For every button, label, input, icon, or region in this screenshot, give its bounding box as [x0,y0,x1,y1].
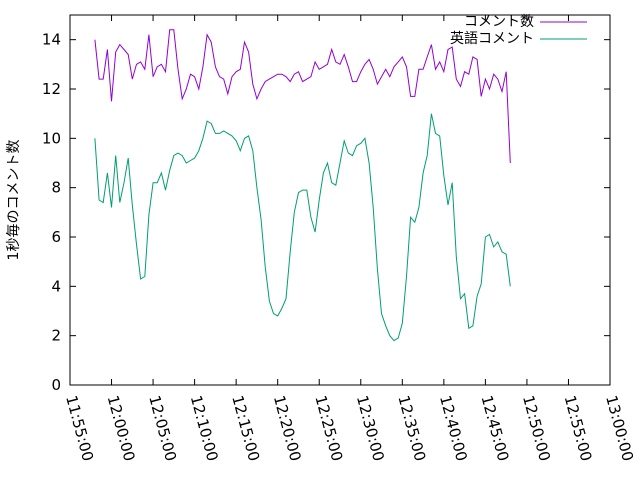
x-tick-label: 12:15:00 [228,393,263,463]
y-tick-label: 10 [42,129,61,147]
plot-frame [69,14,611,386]
x-tick-label: 12:45:00 [478,393,513,463]
x-tick-label: 12:40:00 [436,393,471,463]
legend-label-komento: コメント数 [464,14,534,30]
x-tick-label: 12:55:00 [561,393,596,463]
y-axis-label: 1秒毎のコメント数 [6,140,22,261]
x-tick-label: 12:00:00 [104,393,139,463]
series-line-0 [94,29,511,164]
x-tick-label: 12:25:00 [311,393,346,463]
y-tick-label: 2 [51,327,61,345]
x-tick-label: 12:35:00 [394,393,429,463]
legend-label-eigo-komento: 英語コメント [450,30,534,47]
x-tick-label: 12:05:00 [145,393,180,463]
x-tick-label: 12:50:00 [519,393,554,463]
y-tick-label: 12 [42,80,61,98]
series-layer [94,29,511,342]
y-tick-label: 6 [51,228,61,246]
legend: コメント数 英語コメント [450,14,587,47]
x-tick-label: 13:00:00 [602,393,637,463]
x-tick-label: 12:20:00 [270,393,305,463]
series-line-1 [94,113,511,342]
ticks-layer: 0 2 4 6 8 10 12 14 11:55:00 12:00:00 12:05:00 12:10… [42,15,637,463]
x-tick-label: 11:55:00 [62,393,97,463]
y-tick-label: 14 [42,31,61,49]
x-tick-label: 12:10:00 [187,393,222,463]
x-tick-label: 12:30:00 [353,393,388,463]
y-tick-label: 8 [51,179,61,197]
y-tick-label: 0 [51,376,61,394]
y-tick-label: 4 [51,277,61,295]
